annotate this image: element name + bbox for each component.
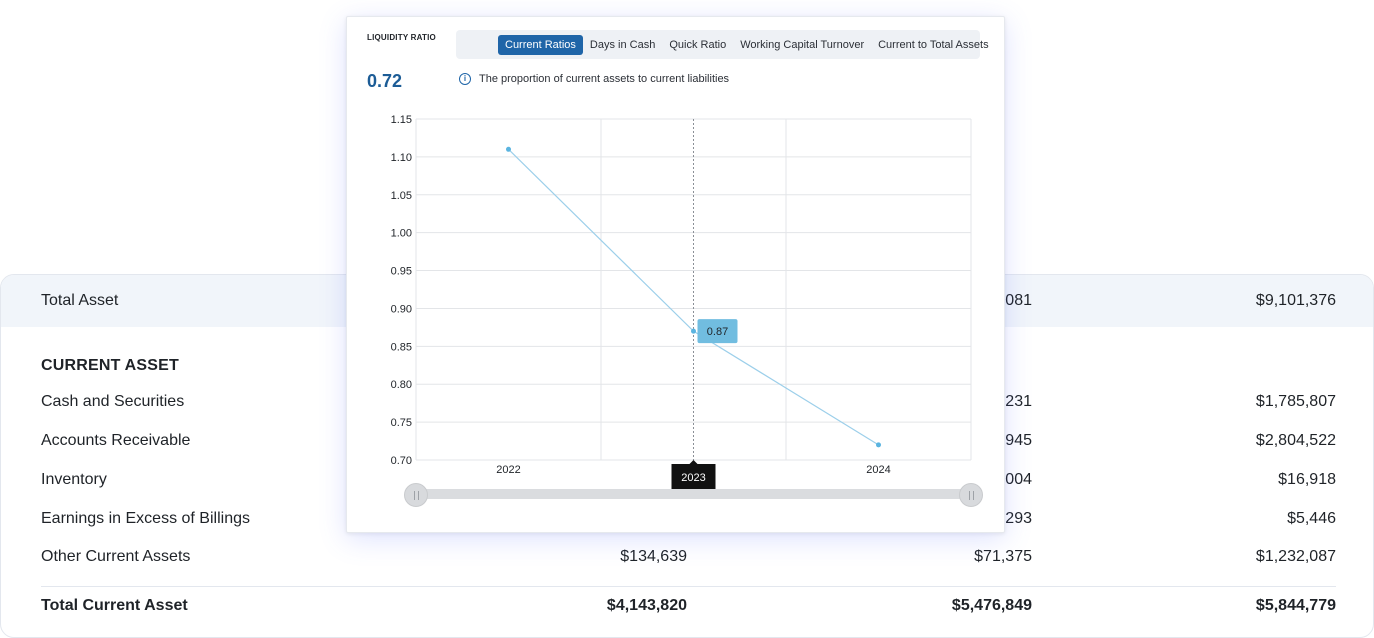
ratio-tabs: Current Ratios Days in Cash Quick Ratio … (456, 30, 989, 59)
row-col2: 945 (1005, 432, 1032, 449)
row-col1: $134,639 (620, 548, 687, 565)
row-label: Accounts Receivable (41, 432, 191, 449)
y-tick-label: 1.05 (391, 190, 412, 202)
row-col3: $5,446 (1287, 510, 1336, 527)
y-tick-label: 0.70 (391, 455, 412, 467)
hover-x-label-box (671, 464, 716, 490)
total-row-label: Total Current Asset (41, 597, 188, 614)
liquidity-ratio-label: LIQUIDITY RATIO (367, 33, 436, 42)
row-col3: $16,918 (1278, 471, 1336, 488)
data-point (876, 442, 881, 448)
hover-x-label-arrow (689, 460, 698, 464)
value-tooltip-text: 0.87 (707, 326, 728, 338)
data-point (691, 328, 696, 334)
x-tick-label: 2024 (866, 464, 890, 476)
y-tick-label: 0.75 (391, 417, 412, 429)
ratio-value: 0.72 (367, 71, 403, 91)
tab-quick-ratio[interactable]: Quick Ratio (669, 38, 727, 51)
total-asset-col2: 081 (1005, 292, 1032, 309)
liquidity-ratio-popup: LIQUIDITY RATIO 0.72 Current Ratios Days… (346, 16, 1005, 533)
total-row-col2: $5,476,849 (951, 597, 1032, 614)
tab-current-to-total-assets[interactable]: Current to Total Assets (878, 38, 989, 51)
row-col2: 231 (1005, 393, 1032, 410)
value-tooltip (697, 319, 738, 344)
total-divider (41, 586, 1336, 587)
tab-days-in-cash[interactable]: Days in Cash (589, 38, 656, 51)
hover-x-label: 2023 (681, 472, 705, 484)
row-col2: $71,375 (974, 548, 1032, 565)
y-tick-label: 1.15 (391, 114, 412, 126)
row-label: Inventory (41, 471, 107, 488)
y-tick-label: 1.00 (391, 228, 412, 240)
current-asset-heading: CURRENT ASSET (41, 357, 180, 374)
line-chart: 1.15 1.10 1.05 1.00 0.95 0.90 0.85 0.80 0.75 0.70… (391, 114, 972, 490)
y-tick-label: 0.80 (391, 379, 412, 391)
total-asset-col3: $9,101,376 (1255, 292, 1336, 309)
x-tick-label: 2022 (496, 464, 520, 476)
range-slider-track[interactable] (416, 489, 972, 499)
total-row-col1: $4,143,820 (606, 597, 687, 614)
row-col2: 004 (1005, 471, 1032, 488)
tab-working-capital-turnover[interactable]: Working Capital Turnover (740, 38, 865, 51)
row-col3: $2,804,522 (1255, 432, 1336, 449)
y-tick-label: 0.95 (391, 266, 412, 278)
y-tick-label: 0.90 (391, 303, 412, 315)
row-label: Earnings in Excess of Billings (41, 510, 250, 527)
range-slider-left-handle[interactable] (404, 483, 428, 507)
range-slider-right-handle[interactable] (959, 483, 983, 507)
info-circle-icon: i (459, 73, 471, 85)
total-row-col3: $5,844,779 (1255, 597, 1336, 614)
ratio-description: i The proportion of current assets to cu… (459, 73, 729, 85)
y-tick-label: 1.10 (391, 152, 412, 164)
y-tick-label: 0.85 (391, 341, 412, 353)
row-col3: $1,785,807 (1255, 393, 1336, 410)
row-label: Other Current Assets (41, 548, 191, 565)
row-col2: 293 (1005, 510, 1032, 527)
row-label: Cash and Securities (41, 393, 185, 410)
row-col3: $1,232,087 (1255, 548, 1336, 565)
data-point (506, 146, 511, 152)
tab-current-ratios[interactable]: Current Ratios (498, 34, 583, 55)
description-text: The proportion of current assets to curr… (479, 73, 730, 85)
total-asset-label: Total Asset (41, 292, 119, 309)
